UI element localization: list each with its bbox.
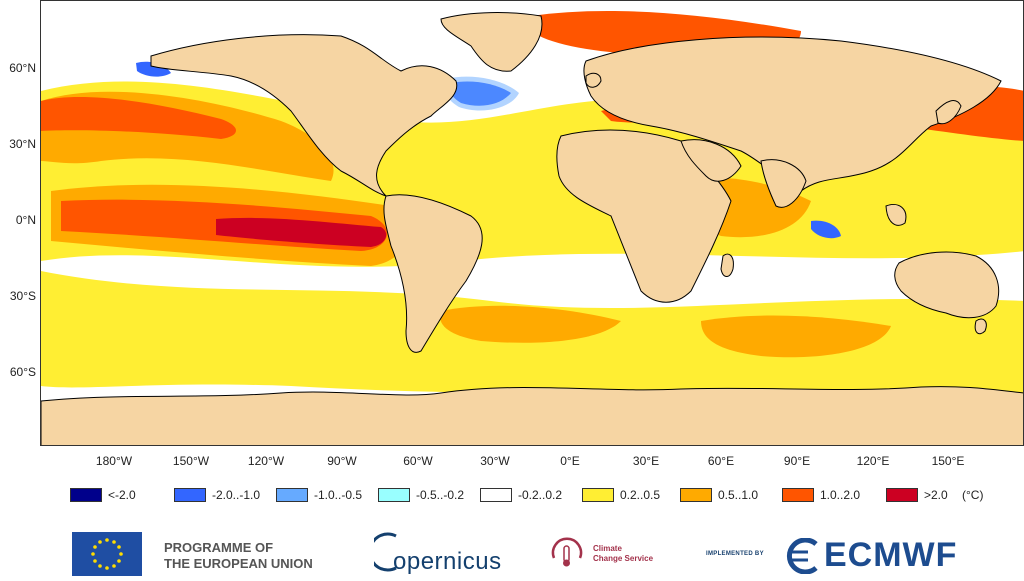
landmass-antarctica <box>41 386 1023 445</box>
lon-label: 60°W <box>403 454 433 468</box>
legend-swatch <box>886 488 918 502</box>
legend-swatch <box>70 488 102 502</box>
landmass-north-america <box>150 34 458 197</box>
lat-label: 60°N <box>9 61 36 75</box>
legend-item: 0.2..0.5 <box>582 486 660 504</box>
legend-swatch <box>782 488 814 502</box>
lon-label: 90°W <box>327 454 357 468</box>
legend-label: -0.2..0.2 <box>518 488 563 502</box>
lon-label: 30°E <box>632 454 660 468</box>
sst-anomaly-map <box>40 0 1024 446</box>
legend-label: -2.0..-1.0 <box>212 488 261 502</box>
landmass-uk <box>585 72 602 88</box>
legend-item: >2.0 <box>886 486 948 504</box>
lat-label: 60°S <box>9 365 36 379</box>
landmass-madagascar <box>720 253 734 277</box>
eu-text-line2: THE EUROPEAN UNION <box>164 556 313 571</box>
lat-label: 0°N <box>15 213 36 227</box>
copernicus-logo-text: opernicus <box>393 548 502 575</box>
ecmwf-logo-text: ECMWF <box>824 536 958 574</box>
legend-label: <-2.0 <box>108 488 136 502</box>
lon-label: 30°W <box>480 454 510 468</box>
legend-label: >2.0 <box>924 488 948 502</box>
legend-item: 0.5..1.0 <box>680 486 758 504</box>
legend-item: -0.5..-0.2 <box>378 486 464 504</box>
landmass-japan <box>935 100 962 125</box>
land-layer <box>41 12 1023 445</box>
anomaly-cool-labrador-edge <box>443 76 519 111</box>
landmass-arabia <box>680 139 742 182</box>
landmass-greenland <box>440 12 543 72</box>
legend-swatch <box>480 488 512 502</box>
legend-item: 1.0..2.0 <box>782 486 860 504</box>
landmass-australia <box>894 251 1000 319</box>
legend-label: 0.5..1.0 <box>718 488 759 502</box>
anomaly-hot-north-pacific <box>41 97 236 139</box>
implemented-by-text: IMPLEMENTED BY <box>706 551 764 557</box>
lat-label: 30°S <box>9 289 36 303</box>
climate-change-service-icon <box>551 537 583 567</box>
legend-unit: (°C) <box>962 488 984 502</box>
ccs-text-line2: Change Service <box>593 554 654 563</box>
legend-label: 0.2..0.5 <box>620 488 661 502</box>
lon-label: 0°E <box>560 454 580 468</box>
anomaly-warm-south-atlantic <box>440 305 621 343</box>
lat-label: 30°N <box>9 137 36 151</box>
lon-label: 180°W <box>95 454 133 468</box>
legend-label: -0.5..-0.2 <box>416 488 465 502</box>
anomaly-cool-bering <box>136 61 171 77</box>
footer-logos: PROGRAMME OF THE EUROPEAN UNION opernicu… <box>0 522 1024 576</box>
legend-swatch <box>276 488 308 502</box>
legend-label: -1.0..-0.5 <box>314 488 363 502</box>
eu-flag-icon <box>72 532 142 576</box>
eu-programme-text: PROGRAMME OF THE EUROPEAN UNION <box>164 540 313 572</box>
lon-label: 120°W <box>247 454 285 468</box>
legend-label: 1.0..2.0 <box>820 488 861 502</box>
ecmwf-symbol-icon <box>786 538 818 574</box>
ccs-text-line1: Climate <box>593 544 622 553</box>
landmass-new-zealand <box>974 318 987 335</box>
legend-swatch <box>378 488 410 502</box>
legend-item: <-2.0 <box>70 486 136 504</box>
eu-text-line1: PROGRAMME OF <box>164 540 274 555</box>
map-canvas <box>41 1 1023 445</box>
anomaly-extreme-pacific-equator <box>216 217 387 247</box>
copernicus-c-icon <box>374 532 397 572</box>
ccs-text: Climate Change Service <box>593 544 653 564</box>
landmass-south-america <box>383 194 483 353</box>
lon-label: 150°W <box>172 454 210 468</box>
lon-label: 150°E <box>931 454 965 468</box>
legend-swatch <box>680 488 712 502</box>
legend-item: -0.2..0.2 <box>480 486 562 504</box>
landmass-india <box>760 159 807 208</box>
eu-stars-icon <box>91 538 123 570</box>
anomaly-cool-indonesia <box>811 220 841 239</box>
landmass-eurasia <box>583 36 1002 192</box>
legend-swatch <box>582 488 614 502</box>
legend-item: -2.0..-1.0 <box>174 486 260 504</box>
anomaly-warm-south-indian <box>701 315 891 358</box>
legend-swatch <box>174 488 206 502</box>
lon-label: 60°E <box>707 454 735 468</box>
lon-label: 90°E <box>783 454 811 468</box>
legend-item: -1.0..-0.5 <box>276 486 362 504</box>
landmass-borneo <box>885 204 907 226</box>
lon-label: 120°E <box>856 454 890 468</box>
